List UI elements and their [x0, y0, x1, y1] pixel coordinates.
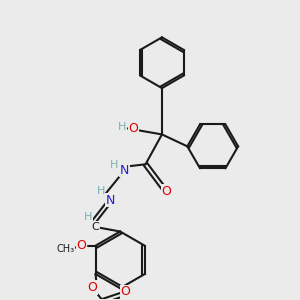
Text: O: O: [121, 286, 130, 298]
Text: H: H: [118, 122, 127, 132]
Text: O: O: [76, 239, 86, 252]
Text: H: H: [97, 186, 105, 196]
Text: H: H: [84, 212, 92, 222]
Text: O: O: [87, 281, 97, 294]
Text: H: H: [110, 160, 118, 170]
Text: O: O: [161, 185, 171, 198]
Text: C: C: [92, 222, 100, 232]
Text: O: O: [129, 122, 139, 135]
Text: N: N: [106, 194, 115, 207]
Text: CH₃: CH₃: [57, 244, 75, 254]
Text: N: N: [120, 164, 129, 177]
